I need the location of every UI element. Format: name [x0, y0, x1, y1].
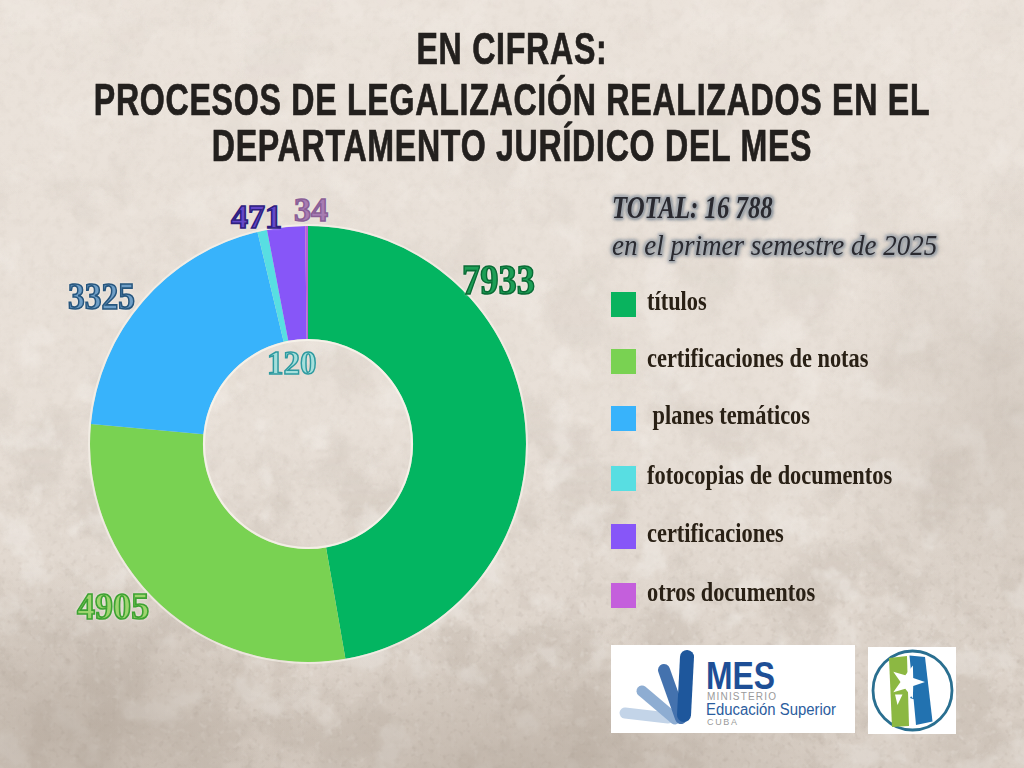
svg-text:CUBA: CUBA: [707, 717, 737, 727]
svg-text:Educación Superior: Educación Superior: [706, 701, 837, 718]
